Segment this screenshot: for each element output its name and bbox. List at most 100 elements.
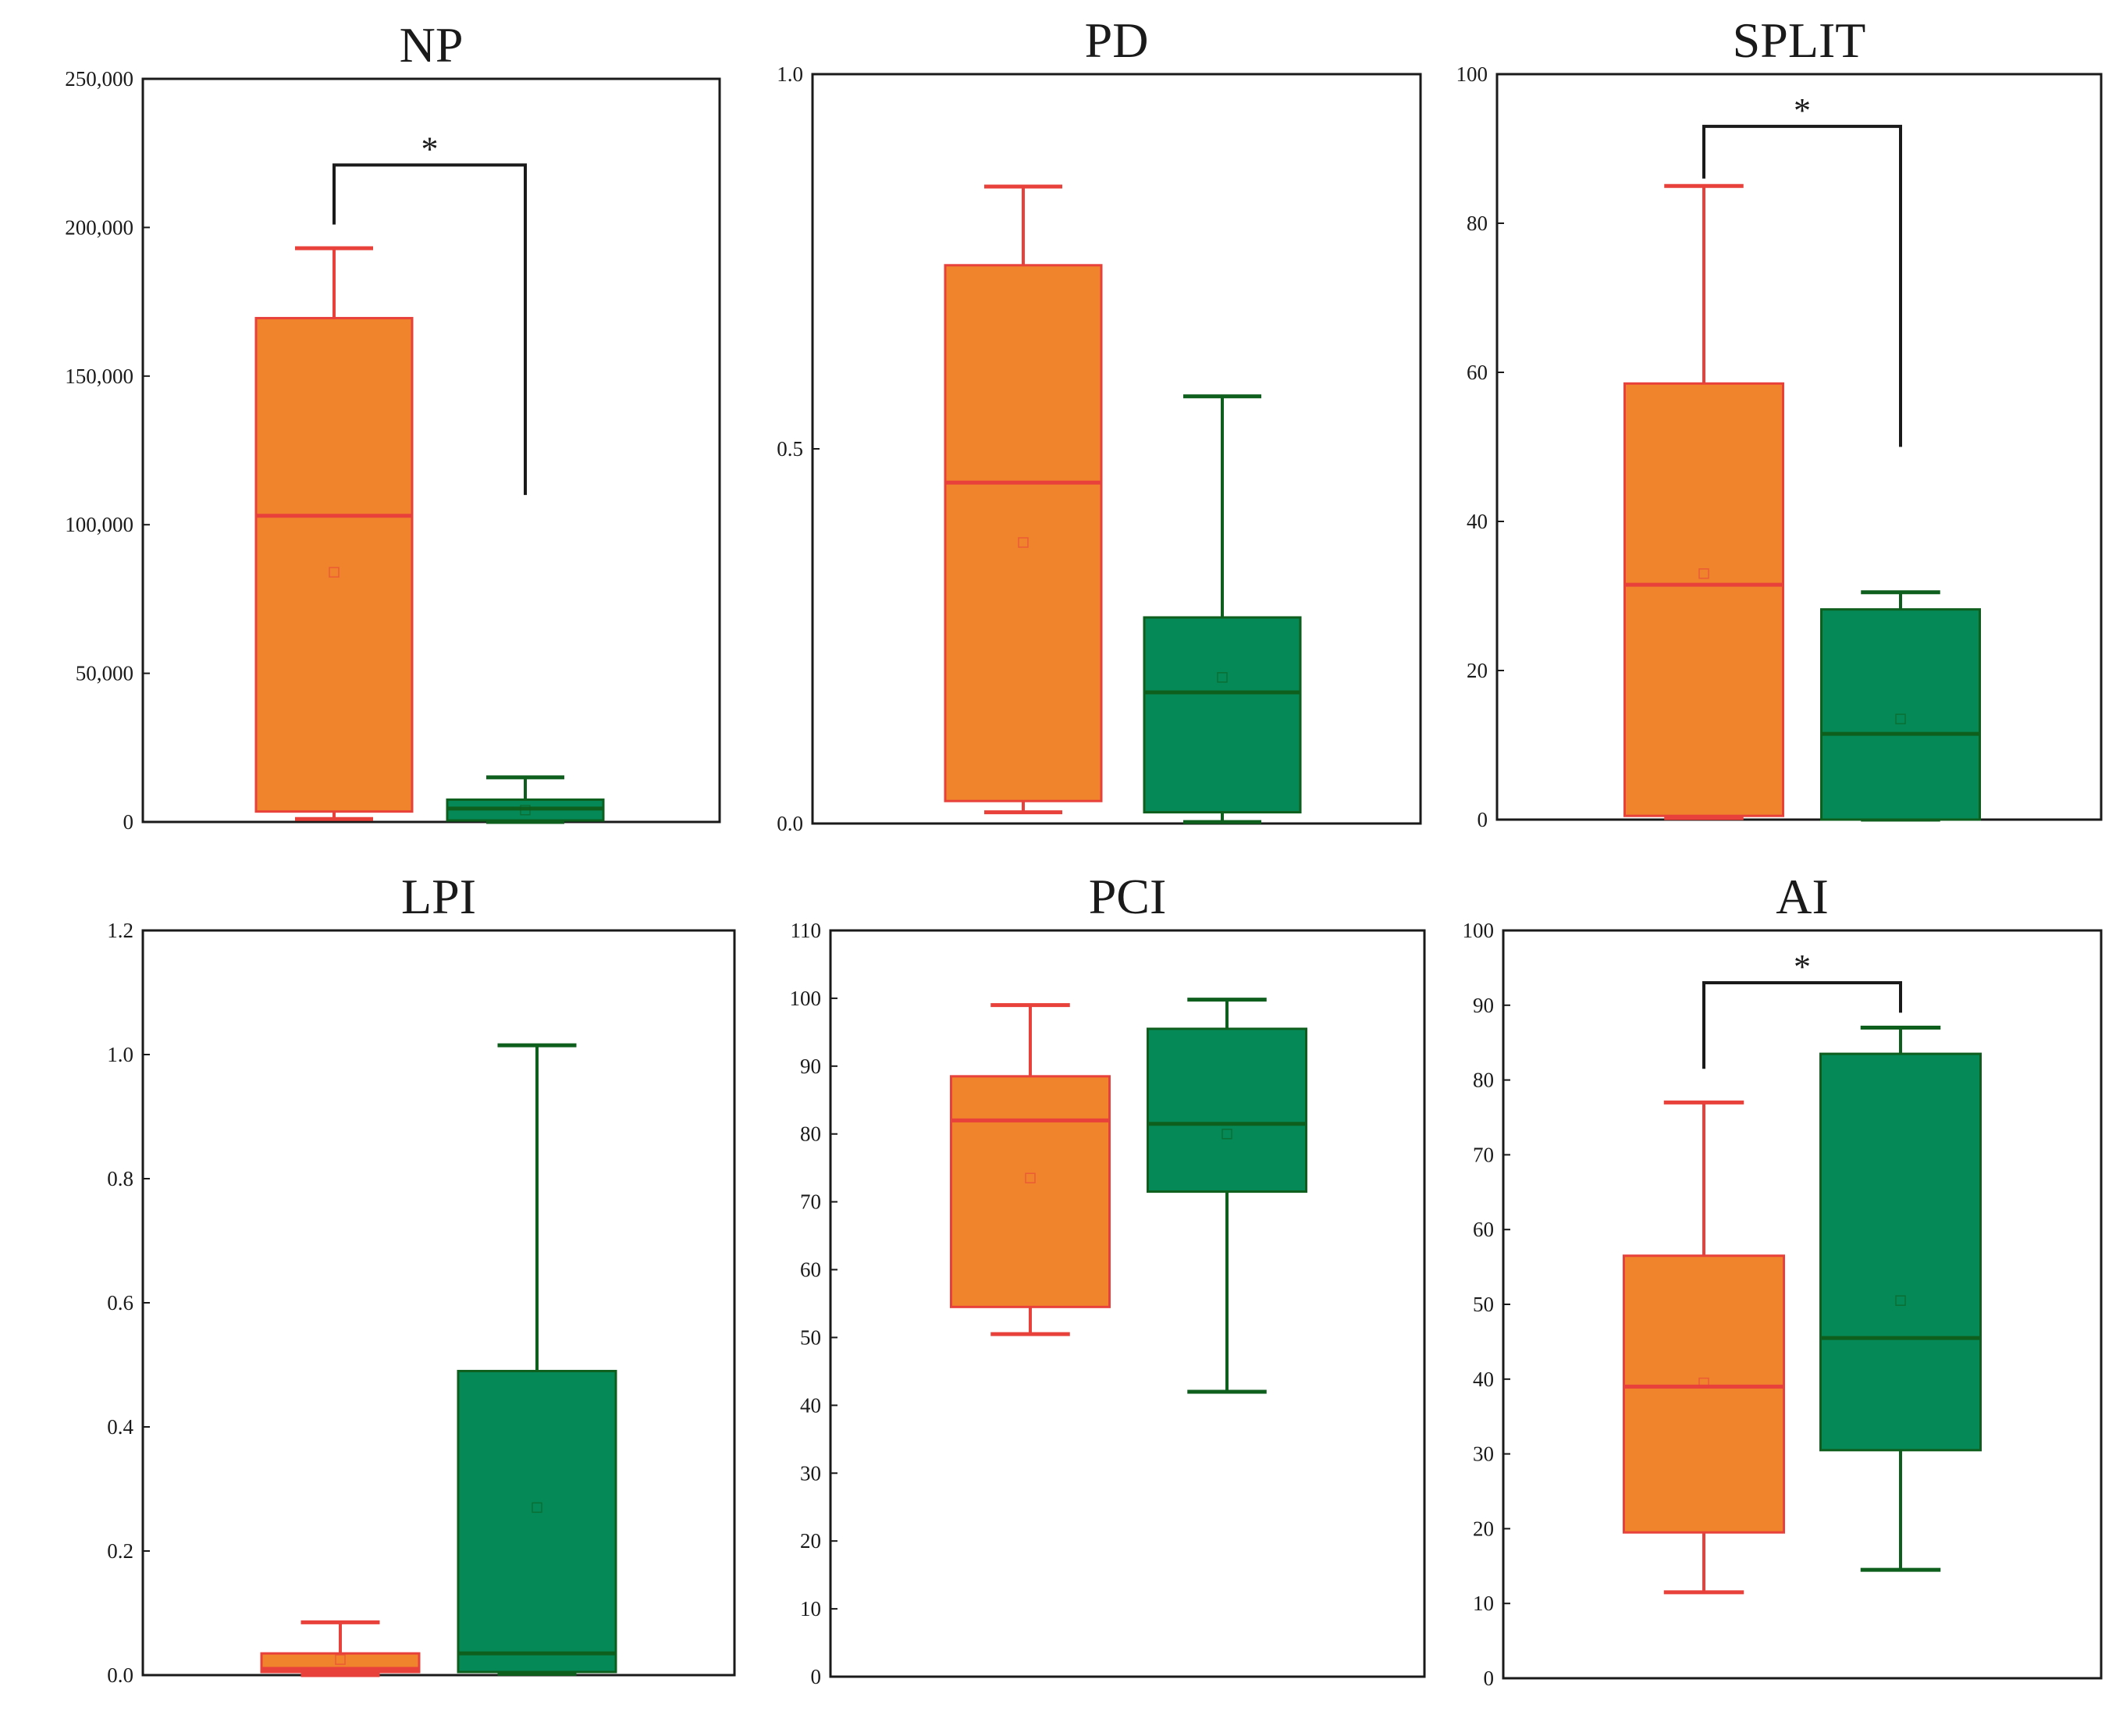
box-group-a <box>950 1003 1111 1336</box>
y-tick-label: 70 <box>800 1190 821 1214</box>
plot-frame <box>829 929 1426 1678</box>
mean-marker <box>1895 713 1906 724</box>
plot-frame <box>1495 73 2103 821</box>
mean-marker <box>1895 1295 1906 1306</box>
panel-title: PCI <box>1089 869 1167 924</box>
y-tick-label: 50 <box>1473 1293 1494 1316</box>
box-iqr <box>1623 1254 1785 1534</box>
box-iqr <box>950 1075 1111 1308</box>
panel-pci: PCI 0 10 20 30 40 50 60 70 80 90 100 110 <box>790 869 1426 1688</box>
box-iqr <box>944 264 1103 802</box>
significance-bracket <box>1702 981 1902 1069</box>
y-tick-label: 100 <box>790 987 822 1010</box>
significance-star: * <box>1794 948 1811 986</box>
significance-bracket <box>332 163 527 496</box>
box-group-a <box>260 1620 421 1677</box>
y-tick-label: 150,000 <box>65 365 133 388</box>
y-tick-label: 80 <box>1467 212 1488 235</box>
significance-bracket <box>1702 124 1902 447</box>
box-group-a <box>254 246 414 821</box>
panel-title: PD <box>1085 12 1149 68</box>
y-tick-label: 1.2 <box>107 919 133 942</box>
y-tick-label: 100,000 <box>65 513 133 536</box>
plot-frame <box>141 929 736 1677</box>
panel-np: NP 0 50,000 100,000 150,000 200,000 250,000 * <box>65 17 721 834</box>
box-group-a <box>1623 1100 1785 1595</box>
y-tick-label: 250,000 <box>65 67 133 91</box>
y-tick-label: 100 <box>1456 62 1488 86</box>
panel-title: SPLIT <box>1733 12 1866 68</box>
y-tick-label: 0.0 <box>107 1663 133 1687</box>
box-iqr <box>1819 1052 1982 1452</box>
box-iqr <box>1147 1027 1307 1194</box>
box-iqr <box>457 1369 617 1674</box>
y-tick-label: 1.0 <box>107 1043 133 1066</box>
y-tick-label: 0.5 <box>777 437 803 461</box>
y-tick-label: 70 <box>1473 1143 1494 1166</box>
box-group-a <box>1623 183 1784 820</box>
mean-marker <box>1025 1172 1036 1183</box>
box-group-a <box>944 184 1103 815</box>
y-tick-label: 1.0 <box>777 62 803 86</box>
y-tick-label: 40 <box>800 1393 821 1417</box>
y-tick-label: 50,000 <box>76 662 133 685</box>
y-tick-label: 200,000 <box>65 215 133 239</box>
plot-frame <box>811 73 1422 825</box>
y-tick-label: 0.0 <box>777 812 803 835</box>
y-tick-label: 90 <box>800 1055 821 1078</box>
plot-frame <box>141 77 721 824</box>
y-tick-label: 90 <box>1473 994 1494 1017</box>
panel-split: SPLIT 0 20 40 60 80 100 * <box>1456 12 2103 831</box>
box-group-b <box>446 775 605 824</box>
panel-lpi: LPI 0.0 0.2 0.4 0.6 0.8 1.0 1.2 <box>107 869 736 1687</box>
y-tick-label: 30 <box>800 1461 821 1485</box>
mean-marker <box>335 1654 346 1665</box>
y-tick-label: 80 <box>1473 1069 1494 1092</box>
panel-pd: PD 0.0 0.5 1.0 <box>777 12 1422 835</box>
mean-marker <box>329 567 340 578</box>
panel-title: NP <box>400 17 464 73</box>
mean-marker <box>1222 1128 1232 1140</box>
y-tick-label: 60 <box>1467 361 1488 384</box>
y-tick-label: 10 <box>1473 1592 1494 1615</box>
y-tick-label: 100 <box>1463 919 1495 942</box>
box-iqr <box>254 317 414 813</box>
mean-marker <box>1698 568 1709 579</box>
y-tick-label: 10 <box>800 1597 821 1620</box>
y-tick-label: 40 <box>1473 1368 1494 1391</box>
significance-star: * <box>421 130 439 168</box>
box-iqr <box>1623 382 1784 817</box>
panel-title: AI <box>1776 869 1829 924</box>
plot-frame <box>1502 929 2103 1680</box>
panel-ai: AI 0 10 20 30 40 50 60 70 80 90 100 * <box>1463 869 2103 1690</box>
y-tick-label: 0 <box>1478 808 1488 831</box>
y-tick-label: 60 <box>800 1258 821 1282</box>
box-group-b <box>1820 590 1981 822</box>
y-tick-label: 0.6 <box>107 1291 133 1314</box>
y-tick-label: 0.4 <box>107 1415 133 1439</box>
box-group-b <box>1143 394 1302 824</box>
box-group-b <box>1147 998 1307 1394</box>
significance-star: * <box>1794 91 1811 130</box>
y-tick-label: 20 <box>1467 659 1488 682</box>
y-tick-label: 0 <box>123 810 134 834</box>
box-iqr <box>1143 616 1302 814</box>
y-tick-label: 30 <box>1473 1443 1494 1466</box>
box-group-b <box>1819 1026 1982 1572</box>
mean-marker <box>1018 537 1029 548</box>
panel-title: LPI <box>401 869 476 924</box>
y-tick-label: 80 <box>800 1122 821 1146</box>
mean-marker <box>1217 672 1228 683</box>
y-tick-label: 0.8 <box>107 1167 133 1190</box>
y-tick-label: 0.2 <box>107 1539 133 1563</box>
y-tick-label: 60 <box>1473 1218 1494 1241</box>
box-group-b <box>457 1043 617 1676</box>
mean-marker <box>532 1502 542 1514</box>
y-tick-label: 50 <box>800 1325 821 1349</box>
y-tick-label: 20 <box>800 1529 821 1553</box>
y-tick-label: 0 <box>1484 1667 1495 1690</box>
mean-marker <box>1698 1377 1709 1389</box>
y-tick-label: 20 <box>1473 1517 1494 1540</box>
y-tick-label: 110 <box>791 919 822 942</box>
